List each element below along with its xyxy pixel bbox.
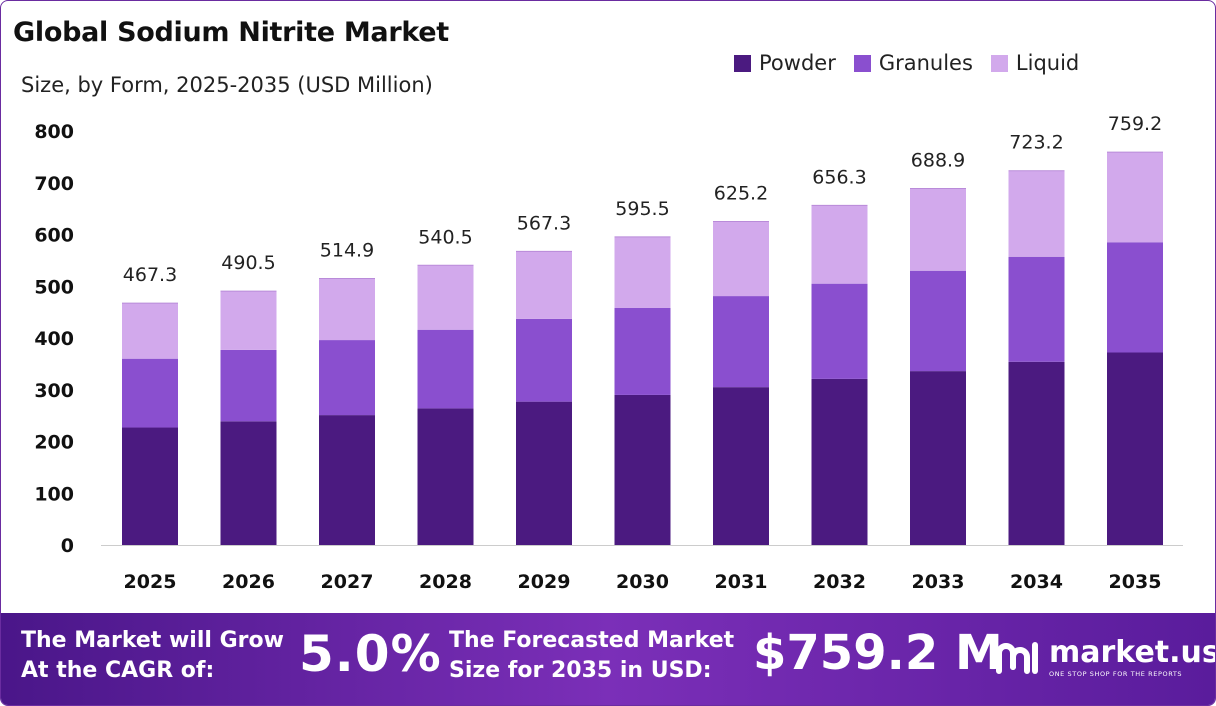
y-tick-label-400: 400	[34, 328, 74, 350]
bar-powder-2026	[220, 421, 277, 545]
bar-powder-2027	[319, 415, 375, 545]
bar-powder-2031	[713, 387, 769, 545]
y-tick-label-100: 100	[34, 483, 74, 505]
bar-powder-2028	[417, 408, 474, 545]
bar-granules-2033	[910, 270, 966, 372]
brand-name: market.us	[1049, 635, 1216, 670]
bar-granules-2031	[713, 296, 769, 388]
chart-title: Global Sodium Nitrite Market	[13, 17, 449, 48]
y-tick-label-600: 600	[34, 225, 74, 247]
legend-label-granules: Granules	[878, 51, 973, 75]
y-tick-label-800: 800	[34, 121, 74, 143]
bar-granules-2029	[516, 318, 572, 402]
legend-item-liquid: Liquid	[990, 51, 1080, 75]
bar-liquid-2028	[417, 265, 474, 330]
cagr-label-line1: The Market will Grow	[21, 628, 284, 653]
bar-powder-2035	[1107, 352, 1163, 545]
bar-granules-2025	[122, 358, 178, 428]
x-tick-label-2035: 2035	[1109, 571, 1162, 593]
bar-chart: 0 100 200 300 400 500 600 700 800 467.3 2025 490.5 2…	[34, 113, 1183, 593]
x-tick-label-2033: 2033	[912, 571, 965, 593]
total-label-2030: 595.5	[615, 198, 669, 220]
market-size-label-line1: The Forecasted Market	[449, 628, 735, 653]
bar-liquid-2030	[614, 236, 671, 308]
bar-powder-2029	[516, 401, 572, 545]
bar-granules-2028	[417, 329, 474, 409]
legend: Powder Granules Liquid	[734, 51, 1097, 75]
y-tick-label-700: 700	[34, 173, 74, 195]
y-tick-label-0: 0	[61, 535, 74, 557]
bar-granules-2026	[220, 349, 277, 422]
legend-label-liquid: Liquid	[1015, 51, 1080, 75]
x-tick-label-2026: 2026	[222, 571, 275, 593]
bar-powder-2034	[1008, 361, 1065, 545]
legend-item-granules: Granules	[853, 51, 973, 75]
cagr-label: The Market will Grow At the CAGR of:	[21, 626, 301, 686]
legend-swatch-granules	[853, 54, 871, 72]
market-size-label: The Forecasted Market Size for 2035 in U…	[449, 626, 749, 686]
legend-swatch-powder	[734, 54, 751, 72]
total-label-2025: 467.3	[123, 264, 177, 286]
bar-liquid-2025	[122, 303, 178, 359]
bar-granules-2035	[1107, 242, 1163, 353]
total-label-2029: 567.3	[517, 212, 571, 234]
bar-liquid-2032	[811, 205, 868, 284]
x-tick-label-2025: 2025	[124, 571, 177, 593]
bar-liquid-2029	[516, 251, 572, 319]
bar-granules-2032	[811, 283, 868, 379]
x-tick-label-2029: 2029	[518, 571, 571, 593]
bar-liquid-2034	[1008, 170, 1065, 257]
total-label-2028: 540.5	[418, 226, 472, 248]
total-label-2032: 656.3	[812, 166, 866, 188]
x-tick-label-2027: 2027	[321, 571, 374, 593]
market-size-value: $759.2 M	[753, 625, 1003, 681]
market-size-label-line2: Size for 2035 in USD:	[449, 658, 712, 683]
x-tick-label-2030: 2030	[616, 571, 669, 593]
bar-powder-2030	[614, 394, 671, 545]
total-label-2027: 514.9	[320, 240, 374, 262]
footer-banner: The Market will Grow At the CAGR of: 5.0…	[1, 613, 1215, 705]
cagr-value: 5.0%	[299, 625, 442, 683]
y-tick-label-300: 300	[34, 380, 74, 402]
x-tick-label-2031: 2031	[715, 571, 768, 593]
total-label-2035: 759.2	[1108, 113, 1162, 135]
market-us-logo-icon	[996, 642, 1038, 674]
legend-swatch-liquid	[990, 54, 1008, 72]
brand-tagline: ONE STOP SHOP FOR THE REPORTS	[1049, 670, 1183, 678]
bar-liquid-2035	[1107, 152, 1163, 243]
bar-powder-2032	[811, 378, 868, 545]
x-tick-label-2032: 2032	[813, 571, 866, 593]
bar-liquid-2026	[220, 291, 277, 350]
total-label-2031: 625.2	[714, 182, 768, 204]
x-tick-label-2028: 2028	[419, 571, 472, 593]
chart-subtitle: Size, by Form, 2025-2035 (USD Million)	[21, 73, 433, 97]
bar-liquid-2033	[910, 188, 966, 271]
x-tick-label-2034: 2034	[1010, 571, 1063, 593]
bar-powder-2025	[122, 427, 178, 545]
bar-granules-2030	[614, 307, 671, 395]
bar-powder-2033	[910, 371, 966, 545]
legend-label-powder: Powder	[759, 51, 836, 75]
total-label-2026: 490.5	[221, 252, 275, 274]
brand-text: market.us ONE STOP SHOP FOR THE REPORTS	[1049, 635, 1216, 679]
y-tick-label-200: 200	[34, 432, 74, 454]
bar-liquid-2031	[713, 221, 769, 297]
total-label-2034: 723.2	[1009, 132, 1063, 154]
brand-logo[interactable]: market.us ONE STOP SHOP FOR THE REPORTS	[993, 635, 1216, 679]
y-tick-label-500: 500	[34, 276, 74, 298]
legend-item-powder: Powder	[734, 51, 836, 75]
bar-granules-2027	[319, 340, 375, 416]
total-label-2033: 688.9	[911, 149, 965, 171]
bar-granules-2034	[1008, 256, 1065, 362]
cagr-label-line2: At the CAGR of:	[21, 658, 215, 683]
bar-liquid-2027	[319, 278, 375, 341]
